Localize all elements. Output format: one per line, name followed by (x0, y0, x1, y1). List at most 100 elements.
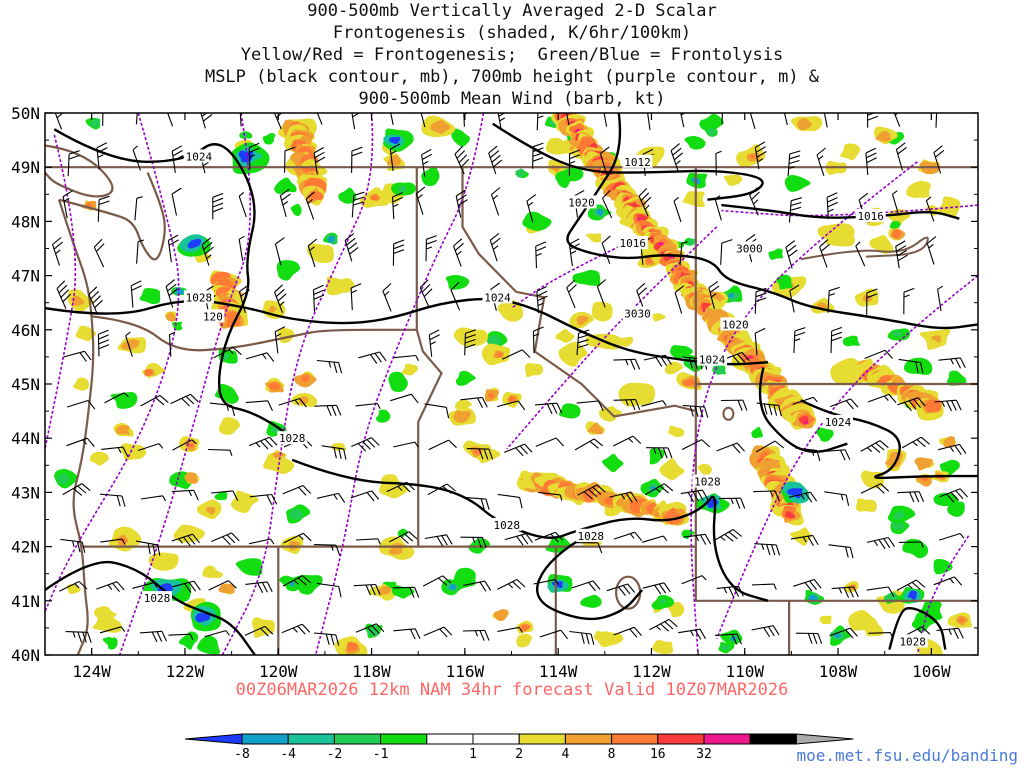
colorbar-swatch (426, 733, 474, 745)
colorbar-swatch (611, 733, 659, 745)
lat-tick-label: 41N (11, 592, 40, 611)
wind-barb (213, 346, 242, 359)
state-border (415, 329, 443, 547)
frontolysis-patch (833, 633, 842, 639)
wind-barb (313, 632, 340, 646)
mslp-contour (45, 560, 256, 655)
wind-barb (613, 626, 642, 638)
wind-barb (171, 145, 184, 173)
wind-barb (897, 397, 926, 412)
wind-barb (532, 326, 544, 354)
colorbar-swatch (287, 733, 335, 745)
wind-barb (602, 190, 613, 219)
wind-barb (489, 232, 501, 262)
colorbar-swatch (380, 733, 428, 745)
colorbar-tick-label: 1 (469, 747, 477, 762)
mslp-contour (291, 458, 769, 602)
wind-barb (463, 580, 492, 592)
frontolysis-patch (712, 365, 725, 375)
frontolysis-patch (939, 459, 960, 476)
wind-barb (460, 396, 488, 408)
frontogenesis-patch (645, 257, 653, 265)
wind-barb (788, 197, 802, 223)
wind-barb (868, 631, 894, 639)
lat-tick-label: 45N (11, 375, 40, 394)
frontolysis-patch (290, 203, 302, 217)
wind-barb (569, 630, 595, 645)
wind-barb (248, 142, 260, 170)
wind-barb (751, 583, 777, 590)
wind-barb (460, 536, 487, 548)
wind-barb (209, 402, 236, 417)
frontogenesis-patch (545, 137, 568, 155)
frontolysis-patch (367, 625, 379, 637)
wind-barb (496, 400, 526, 411)
frontolysis-patch (262, 133, 276, 145)
wind-barb (171, 533, 200, 547)
wind-barb (638, 188, 652, 217)
frontolysis-patch (178, 631, 199, 650)
wind-barb (787, 150, 801, 176)
wind-barb (282, 484, 311, 496)
wind-barb (504, 533, 533, 546)
wind-barbs (51, 113, 968, 646)
wind-barb (793, 578, 822, 592)
frontogenesis-patch (346, 642, 358, 652)
wind-barb (452, 238, 464, 267)
frontogenesis-patch (520, 624, 531, 632)
colorbar-tick-label: 16 (650, 747, 666, 762)
frontolysis-patch (728, 292, 735, 298)
frontogenesis-patch (749, 154, 756, 159)
wind-barb (132, 582, 158, 589)
wind-barb (612, 435, 642, 447)
frontogenesis-patch (369, 195, 379, 201)
wind-barb (249, 493, 278, 506)
wind-barb (606, 583, 636, 596)
coastline (45, 144, 114, 198)
wind-barb (535, 241, 547, 269)
frontolysis-patch (659, 598, 667, 605)
mslp-label: 1012 (624, 156, 651, 169)
wind-barb (420, 113, 426, 128)
frontogenesis-patch (218, 417, 240, 435)
wind-barb (353, 583, 381, 596)
wind-barb (321, 445, 347, 460)
mslp-label: 1028 (186, 291, 213, 304)
frontogenesis-patch (430, 120, 451, 134)
frontolysis-feature (187, 238, 202, 249)
credit-link[interactable]: moe.met.fsu.edu/banding (796, 746, 1018, 765)
wind-barb (422, 575, 452, 587)
wind-barb (682, 404, 709, 418)
wind-barb (644, 483, 674, 496)
frontogenesis-patch (300, 375, 310, 383)
frontogenesis-patch (115, 425, 130, 435)
wind-barb (613, 358, 641, 370)
height-contour (506, 226, 718, 450)
wind-barb (860, 483, 890, 494)
wind-barb (428, 329, 440, 357)
wind-barb (245, 581, 273, 594)
lon-tick-label: 124W (72, 662, 111, 681)
lon-tick-label: 116W (446, 662, 485, 681)
wind-barb (382, 283, 392, 312)
wind-barb (274, 326, 286, 354)
wind-barb (355, 538, 381, 545)
frontolysis-patch (815, 427, 834, 442)
frontogenesis-patch (931, 335, 942, 343)
frontogenesis-patch (596, 631, 624, 648)
wind-barb (576, 329, 590, 356)
frontolysis-patch (276, 260, 301, 281)
frontolysis-patch (596, 209, 604, 216)
wind-barb (566, 279, 577, 309)
wind-barb (824, 491, 850, 506)
wind-barb (866, 536, 895, 550)
wind-barb (896, 579, 926, 591)
frontogenesis-patch (86, 202, 92, 208)
wind-barb (423, 626, 453, 638)
wind-barb (358, 351, 387, 364)
wind-barb (713, 529, 743, 542)
wind-barb (350, 490, 380, 502)
wind-barb (314, 544, 341, 556)
frontogenesis-patch (401, 363, 418, 376)
wind-barb (316, 113, 323, 125)
